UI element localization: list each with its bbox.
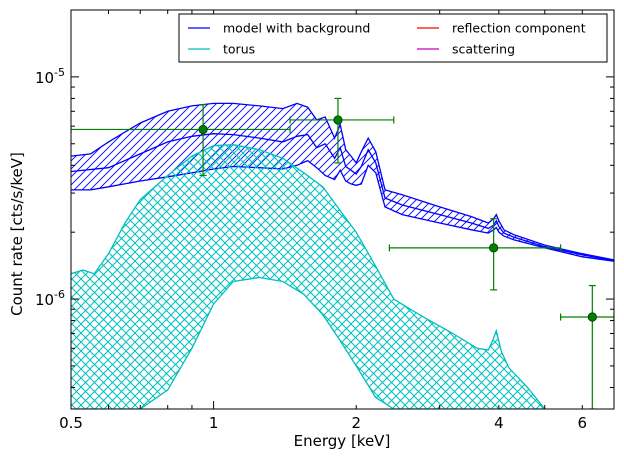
legend-entry: reflection component — [417, 21, 586, 36]
model-with-background-band-fill — [71, 103, 614, 262]
bands-layer — [71, 102, 614, 409]
data-marker — [587, 312, 597, 322]
x-tick-label: 0.5 — [59, 414, 83, 432]
x-tick-label: 1 — [209, 414, 219, 432]
y-tick-label: 10-5 — [35, 66, 65, 87]
data-marker — [198, 124, 208, 135]
y-axis-label: Count rate [cts/s/keV] — [8, 152, 26, 316]
legend-label: scattering — [452, 42, 515, 57]
x-tick-label: 4 — [494, 414, 504, 432]
data-point — [388, 218, 562, 291]
x-tick-label: 6 — [578, 414, 588, 432]
legend-label: torus — [223, 42, 255, 57]
x-axis-label: Energy [keV] — [294, 432, 391, 450]
legend-entry: torus — [188, 42, 255, 57]
legend-label: model with background — [223, 21, 370, 36]
torus-band-fill — [71, 144, 545, 409]
data-point — [560, 284, 614, 409]
data-points-layer — [71, 97, 614, 409]
legend: model with background torus reflection com… — [178, 13, 608, 63]
y-tick-label: 10-6 — [35, 288, 65, 309]
x-tick-label: 2 — [351, 414, 361, 432]
x-tick-labels: 0.5 1 2 4 6 — [59, 414, 587, 432]
ticks-layer — [70, 9, 615, 409]
legend-entry: scattering — [417, 42, 515, 57]
data-marker — [333, 115, 343, 125]
data-point — [289, 97, 395, 164]
lines-layer — [71, 133, 614, 262]
legend-box — [178, 13, 608, 63]
torus-band-upper — [71, 144, 546, 409]
legend-entry: model with background — [188, 21, 370, 36]
legend-label: reflection component — [452, 21, 586, 36]
model-with-background-line — [71, 133, 614, 262]
torus-band-lower — [71, 276, 545, 409]
data-marker — [489, 243, 499, 253]
y-tick-labels: 10-6 10-5 — [35, 66, 65, 309]
data-point — [71, 104, 291, 177]
plot-frame — [70, 9, 615, 410]
